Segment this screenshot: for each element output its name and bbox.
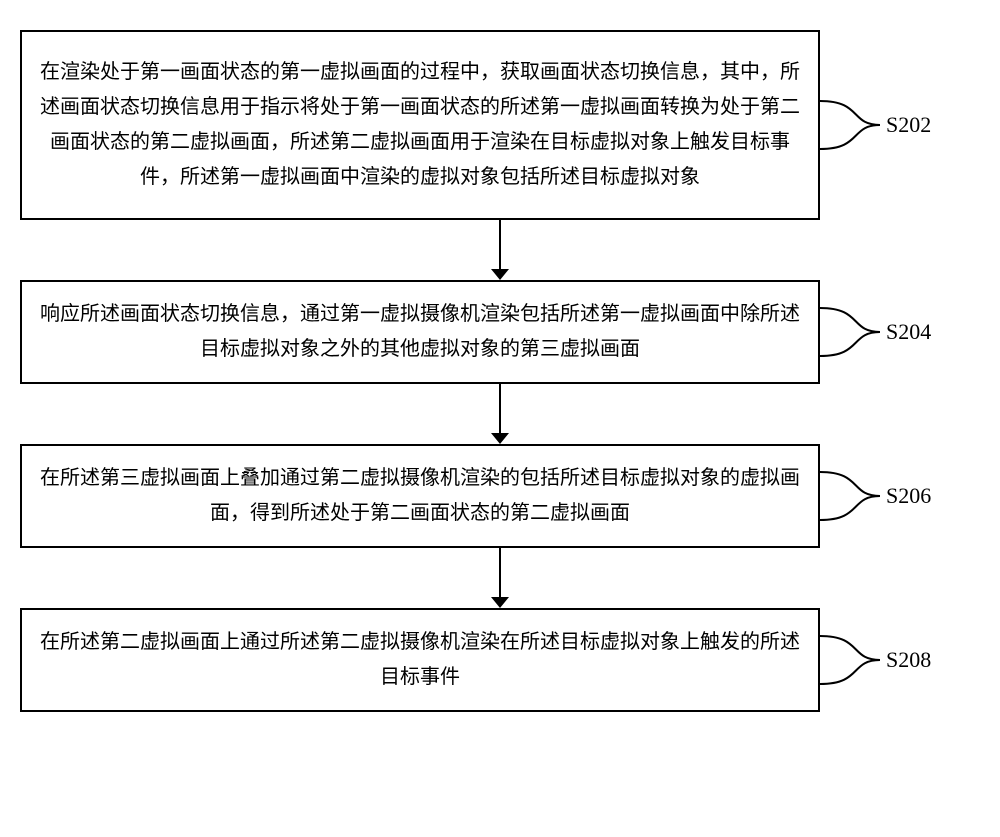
step-row: 在所述第三虚拟画面上叠加通过第二虚拟摄像机渲染的包括所述目标虚拟对象的虚拟画面，… [20, 444, 980, 548]
step-row: 在所述第二虚拟画面上通过所述第二虚拟摄像机渲染在所述目标虚拟对象上触发的所述目标… [20, 608, 980, 712]
arrow [100, 548, 900, 608]
step-label: S204 [886, 319, 931, 345]
step-label: S206 [886, 483, 931, 509]
connector: S208 [820, 608, 960, 712]
step-box: 响应所述画面状态切换信息，通过第一虚拟摄像机渲染包括所述第一虚拟画面中除所述目标… [20, 280, 820, 384]
step-label: S208 [886, 647, 931, 673]
arrow [100, 384, 900, 444]
connector: S204 [820, 280, 960, 384]
connector: S206 [820, 444, 960, 548]
arrow [100, 220, 900, 280]
connector: S202 [820, 30, 960, 220]
step-label: S202 [886, 112, 931, 138]
step-box: 在所述第二虚拟画面上通过所述第二虚拟摄像机渲染在所述目标虚拟对象上触发的所述目标… [20, 608, 820, 712]
flowchart: 在渲染处于第一画面状态的第一虚拟画面的过程中，获取画面状态切换信息，其中，所述画… [20, 30, 980, 712]
step-row: 响应所述画面状态切换信息，通过第一虚拟摄像机渲染包括所述第一虚拟画面中除所述目标… [20, 280, 980, 384]
step-box: 在所述第三虚拟画面上叠加通过第二虚拟摄像机渲染的包括所述目标虚拟对象的虚拟画面，… [20, 444, 820, 548]
step-row: 在渲染处于第一画面状态的第一虚拟画面的过程中，获取画面状态切换信息，其中，所述画… [20, 30, 980, 220]
step-box: 在渲染处于第一画面状态的第一虚拟画面的过程中，获取画面状态切换信息，其中，所述画… [20, 30, 820, 220]
